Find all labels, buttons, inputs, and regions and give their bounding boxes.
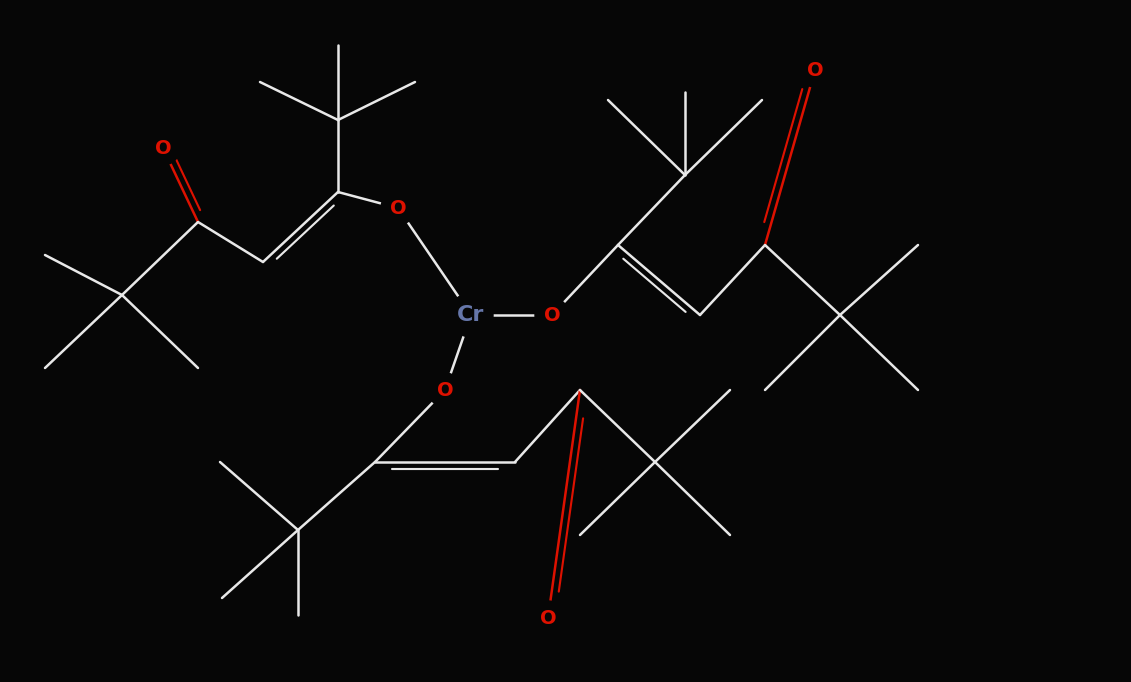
Circle shape <box>535 298 569 332</box>
Circle shape <box>798 53 832 87</box>
Circle shape <box>530 601 566 635</box>
Circle shape <box>449 293 493 337</box>
Text: O: O <box>437 381 454 400</box>
Text: O: O <box>390 198 406 218</box>
Circle shape <box>428 373 461 407</box>
Text: Cr: Cr <box>457 305 485 325</box>
Text: O: O <box>539 608 556 627</box>
Circle shape <box>146 131 180 165</box>
Circle shape <box>381 191 415 225</box>
Text: O: O <box>544 306 560 325</box>
Text: O: O <box>155 138 171 158</box>
Text: O: O <box>806 61 823 80</box>
